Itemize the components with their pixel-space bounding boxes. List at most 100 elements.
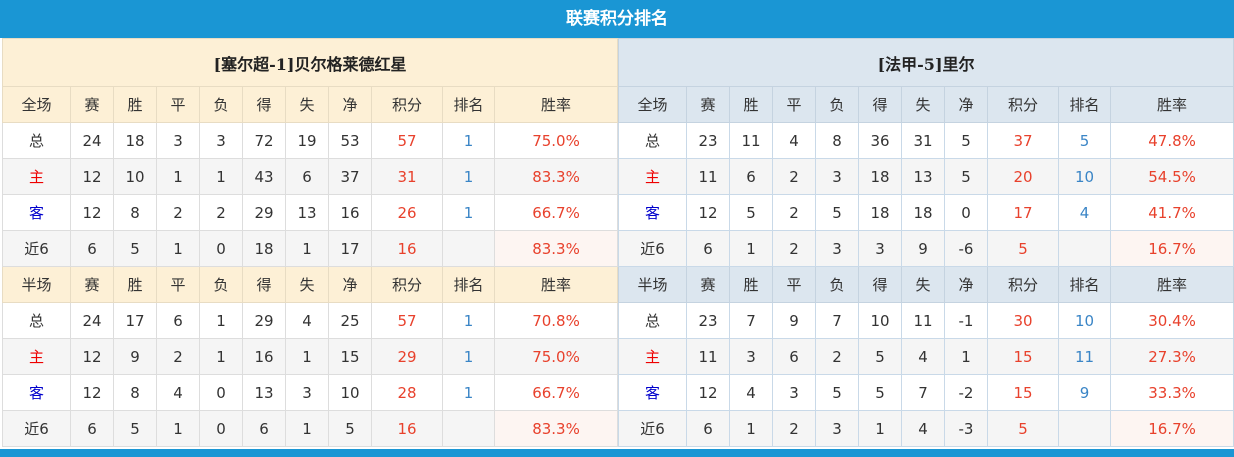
cell: 37 xyxy=(987,122,1059,159)
cell: 0 xyxy=(199,230,243,267)
cell: 27.3% xyxy=(1109,338,1234,375)
cell: 3 xyxy=(815,158,859,195)
table-row: 客 12 8 2 2 29 13 16 26 1 66.7% xyxy=(2,194,619,231)
column-header: 排名 xyxy=(442,266,495,303)
cell: 13 xyxy=(285,194,329,231)
header-row: 全场赛胜平负得失净积分 排名 胜率 xyxy=(2,86,619,123)
cell: 1 xyxy=(199,158,243,195)
cell: 41.7% xyxy=(1109,194,1234,231)
cell xyxy=(442,410,495,447)
cell: 75.0% xyxy=(493,338,619,375)
table-row: 总 24 17 6 1 29 4 25 57 1 70.8% xyxy=(2,302,619,339)
cell: 5 xyxy=(729,194,773,231)
cell: 1 xyxy=(729,230,773,267)
cell: 7 xyxy=(901,374,945,411)
cell: 2 xyxy=(815,338,859,375)
cell: 4 xyxy=(901,410,945,447)
cell: 6 xyxy=(686,230,730,267)
column-header: 失 xyxy=(285,266,329,303)
column-header: 净 xyxy=(944,266,988,303)
cell: 5 xyxy=(815,194,859,231)
cell xyxy=(1058,410,1111,447)
cell: 5 xyxy=(944,122,988,159)
cell: 总 xyxy=(618,122,687,159)
cell: 近6 xyxy=(618,230,687,267)
cell: 33.3% xyxy=(1109,374,1234,411)
cell: 36 xyxy=(858,122,902,159)
column-header: 胜 xyxy=(113,266,157,303)
table-row: 近6 6 1 2 3 1 4 -3 5 16.7% xyxy=(618,410,1234,447)
cell xyxy=(1058,230,1111,267)
cell: 5 xyxy=(1058,122,1111,159)
bottom-bar xyxy=(0,449,1234,457)
cell: 19 xyxy=(285,122,329,159)
column-header: 得 xyxy=(242,266,286,303)
cell: 20 xyxy=(987,158,1059,195)
cell: 12 xyxy=(686,194,730,231)
cell: 53 xyxy=(328,122,372,159)
cell: 9 xyxy=(772,302,816,339)
table-row: 主 11 6 2 3 18 13 5 20 10 54.5% xyxy=(618,158,1234,195)
cell xyxy=(442,230,495,267)
column-header: 胜 xyxy=(729,86,773,123)
cell: 1 xyxy=(199,338,243,375)
cell: 83.3% xyxy=(493,230,619,267)
cell: 57 xyxy=(371,302,443,339)
cell: 24 xyxy=(70,302,114,339)
column-header: 胜率 xyxy=(1109,86,1234,123)
column-header: 净 xyxy=(328,266,372,303)
column-header: 负 xyxy=(815,86,859,123)
cell: 6 xyxy=(70,230,114,267)
cell: -1 xyxy=(944,302,988,339)
cell: 3 xyxy=(156,122,200,159)
table-row: 主 11 3 6 2 5 4 1 15 11 27.3% xyxy=(618,338,1234,375)
cell: 72 xyxy=(242,122,286,159)
column-header: 胜 xyxy=(729,266,773,303)
cell: 6 xyxy=(729,158,773,195)
cell: 75.0% xyxy=(493,122,619,159)
cell: 16 xyxy=(371,410,443,447)
column-header: 得 xyxy=(242,86,286,123)
cell: 10 xyxy=(328,374,372,411)
cell: -6 xyxy=(944,230,988,267)
column-header: 胜率 xyxy=(1109,266,1234,303)
cell: 37 xyxy=(328,158,372,195)
cell: 客 xyxy=(618,194,687,231)
cell: 3 xyxy=(772,374,816,411)
cell: 1 xyxy=(285,230,329,267)
column-header: 积分 xyxy=(987,86,1059,123)
cell: 1 xyxy=(858,410,902,447)
cell: 30.4% xyxy=(1109,302,1234,339)
cell: 2 xyxy=(772,230,816,267)
cell: 5 xyxy=(328,410,372,447)
cell: 12 xyxy=(686,374,730,411)
cell: 近6 xyxy=(618,410,687,447)
cell: 12 xyxy=(70,374,114,411)
cell: 总 xyxy=(2,302,71,339)
column-header: 净 xyxy=(944,86,988,123)
column-header: 全场 xyxy=(618,86,687,123)
cell: 28 xyxy=(371,374,443,411)
column-header: 净 xyxy=(328,86,372,123)
cell: 16.7% xyxy=(1109,410,1234,447)
column-header: 排名 xyxy=(442,86,495,123)
cell: 6 xyxy=(242,410,286,447)
cell: 5 xyxy=(858,374,902,411)
standings-table: [塞尔超-1]贝尔格莱德红星 全场赛胜平负得失净积分 排名 胜率总 24 18 3 3 72 19… xyxy=(1,38,619,447)
cell: 1 xyxy=(156,230,200,267)
cell: 29 xyxy=(371,338,443,375)
column-header: 赛 xyxy=(70,86,114,123)
cell: 2 xyxy=(199,194,243,231)
cell: 1 xyxy=(442,338,495,375)
column-header: 平 xyxy=(156,86,200,123)
cell: 29 xyxy=(242,302,286,339)
cell: 1 xyxy=(285,338,329,375)
cell: 客 xyxy=(2,374,71,411)
cell: 13 xyxy=(242,374,286,411)
cell: 4 xyxy=(156,374,200,411)
standings-title: 联赛积分排名 xyxy=(0,0,1234,38)
column-header: 平 xyxy=(156,266,200,303)
column-header: 全场 xyxy=(2,86,71,123)
cell: 10 xyxy=(113,158,157,195)
table-row: 客 12 5 2 5 18 18 0 17 4 41.7% xyxy=(618,194,1234,231)
